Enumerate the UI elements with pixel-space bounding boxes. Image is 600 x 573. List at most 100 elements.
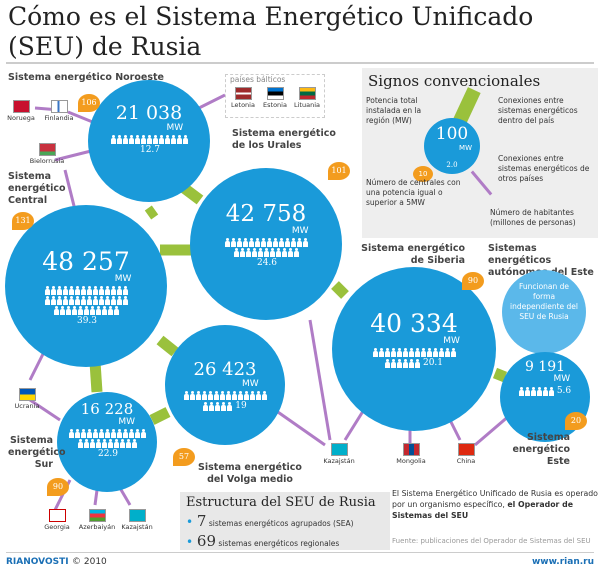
person-icon — [113, 306, 119, 315]
flag-finlandia: Finlandia — [38, 100, 80, 122]
mw-value: 40 334 — [370, 309, 458, 338]
person-icon — [242, 238, 248, 247]
person-icon — [140, 429, 146, 438]
person-icon — [426, 348, 432, 357]
person-icon — [420, 348, 426, 357]
link-siberia-china — [448, 419, 462, 441]
person-icon — [219, 391, 225, 400]
circle-siberia: 40 334 MW 20.1 — [332, 267, 496, 431]
person-icon — [378, 348, 384, 357]
person-icon — [255, 391, 261, 400]
person-icon — [263, 248, 269, 257]
label-noroeste: Sistema energético Noroeste — [8, 72, 164, 83]
person-icon — [77, 439, 83, 448]
label-este: Sistema energético Este — [512, 432, 570, 467]
person-icon — [116, 286, 122, 295]
mw-unit: MW — [241, 379, 259, 389]
person-icon — [98, 296, 104, 305]
person-icon — [269, 248, 275, 257]
person-icon — [287, 248, 293, 257]
mw-unit: MW — [114, 274, 132, 284]
mw-value: 42 758 — [225, 201, 307, 227]
person-icon — [107, 439, 113, 448]
person-icon — [524, 386, 530, 396]
population-figures: 12.7 — [107, 135, 191, 155]
plants-badge-volga: 57 — [173, 448, 195, 466]
person-icon — [56, 296, 62, 305]
person-icon — [275, 248, 281, 257]
structure-panel: Estructura del SEU de Rusia 7 sistemas e… — [180, 492, 390, 550]
label-sur: Sistema energético Sur — [8, 435, 66, 470]
person-icon — [230, 238, 236, 247]
legend-domestic: Conexiones entre sistemas energéticos de… — [498, 96, 578, 125]
population-value: 20.1 — [422, 358, 444, 368]
person-icon — [68, 429, 74, 438]
person-icon — [122, 429, 128, 438]
person-icon — [62, 286, 68, 295]
person-icon — [195, 391, 201, 400]
person-icon — [98, 286, 104, 295]
flag-estonia: Estonia — [254, 87, 296, 109]
person-icon — [125, 439, 131, 448]
page-title: Cómo es el Sistema Energético Unificado … — [8, 2, 534, 61]
person-icon — [302, 238, 308, 247]
circle-sur: 16 228 MW 22.9 — [57, 392, 157, 492]
person-icon — [530, 386, 536, 396]
mw-unit: MW — [118, 417, 135, 427]
person-icon — [152, 135, 158, 144]
person-icon — [236, 238, 242, 247]
structure-item: 7 sistemas energéticos agrupados (SEA) — [186, 512, 384, 530]
label-siberia: Sistema energético de Siberia — [361, 243, 465, 266]
person-icon — [110, 429, 116, 438]
person-icon — [134, 429, 140, 438]
population-value: 12.7 — [139, 145, 161, 155]
circle-urales: 42 758 MW 24.6 — [190, 168, 342, 320]
mw-value: 26 423 — [193, 359, 257, 380]
person-icon — [104, 429, 110, 438]
plants-badge-sur: 90 — [47, 478, 69, 496]
person-icon — [50, 286, 56, 295]
person-icon — [86, 296, 92, 305]
person-icon — [158, 135, 164, 144]
person-icon — [396, 348, 402, 357]
person-icon — [68, 296, 74, 305]
population-figures: 19 — [183, 391, 267, 411]
person-icon — [110, 135, 116, 144]
person-icon — [272, 238, 278, 247]
person-icon — [56, 286, 62, 295]
person-icon — [89, 306, 95, 315]
person-icon — [116, 296, 122, 305]
flag-bielorrusia: Bielorrusia — [26, 143, 68, 165]
brand-logo: RIANOVOSTI — [6, 557, 69, 567]
population-value: 24.6 — [256, 258, 278, 268]
person-icon — [384, 348, 390, 357]
plants-badge-noroeste: 106 — [78, 94, 100, 112]
person-icon — [128, 429, 134, 438]
person-icon — [231, 391, 237, 400]
copyright: © 2010 — [72, 557, 107, 567]
person-icon — [107, 306, 113, 315]
baltic-box: países bálticos Letonia Estonia Lituania — [225, 74, 325, 118]
person-icon — [86, 429, 92, 438]
site-link[interactable]: www.rian.ru — [531, 557, 594, 567]
person-icon — [92, 296, 98, 305]
person-icon — [243, 391, 249, 400]
person-icon — [396, 358, 402, 368]
person-icon — [110, 296, 116, 305]
person-icon — [101, 439, 107, 448]
person-icon — [182, 135, 188, 144]
link-sur-volga — [149, 407, 171, 425]
person-icon — [384, 358, 390, 368]
person-icon — [215, 401, 221, 411]
person-icon — [131, 439, 137, 448]
population-value: 22.9 — [97, 449, 119, 459]
person-icon — [438, 348, 444, 357]
link-siberia-este — [492, 367, 508, 383]
person-icon — [444, 348, 450, 357]
person-icon — [414, 348, 420, 357]
person-icon — [257, 248, 263, 257]
person-icon — [432, 348, 438, 357]
structure-title: Estructura del SEU de Rusia — [186, 495, 376, 510]
person-icon — [44, 296, 50, 305]
person-icon — [83, 439, 89, 448]
